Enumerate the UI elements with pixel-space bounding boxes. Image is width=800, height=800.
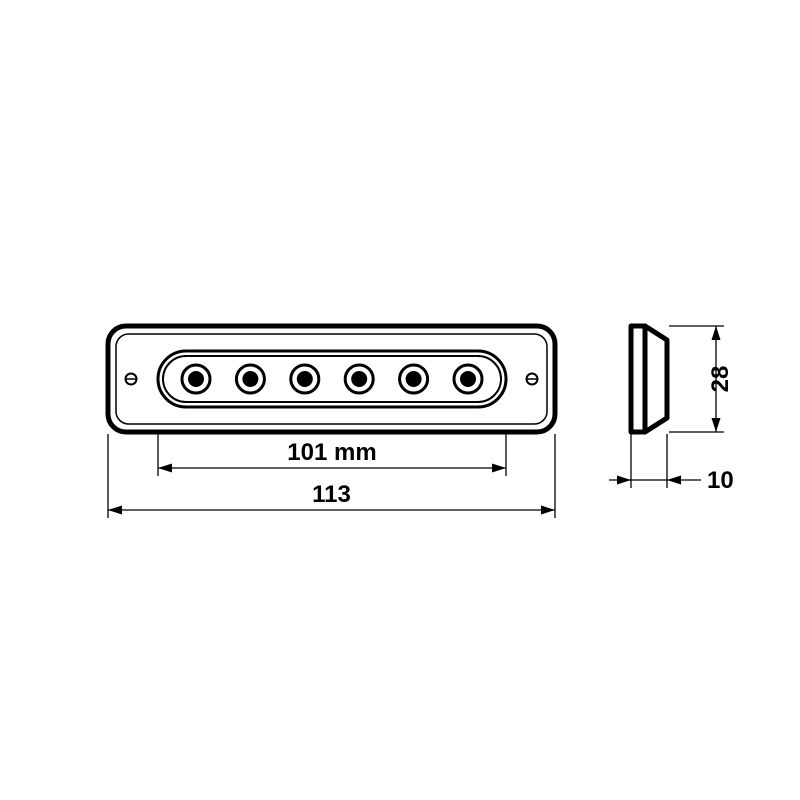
led-dot [460, 371, 476, 387]
led-dot [406, 371, 422, 387]
led-dot [351, 371, 367, 387]
dim-arrow [712, 418, 721, 432]
led-bezel-inner [163, 356, 501, 402]
led-dot [297, 371, 313, 387]
front-outer-body [108, 326, 555, 432]
dim-arrow [492, 464, 506, 473]
led-dot [188, 371, 204, 387]
dim-28-label: 28 [707, 366, 734, 393]
led-dot [242, 371, 258, 387]
dim-113-label: 113 [312, 481, 351, 508]
dim-arrow [712, 326, 721, 340]
dim-arrow [617, 476, 631, 485]
dim-101mm-label: 101 mm [287, 439, 376, 466]
side-bevel [645, 326, 667, 432]
dim-arrow [108, 506, 122, 515]
dim-arrow [667, 476, 681, 485]
dimensional-drawing: 101 mm 113 28 10 [0, 0, 800, 800]
dim-arrow [158, 464, 172, 473]
dim-10-label: 10 [707, 467, 734, 494]
dim-arrow [541, 506, 555, 515]
